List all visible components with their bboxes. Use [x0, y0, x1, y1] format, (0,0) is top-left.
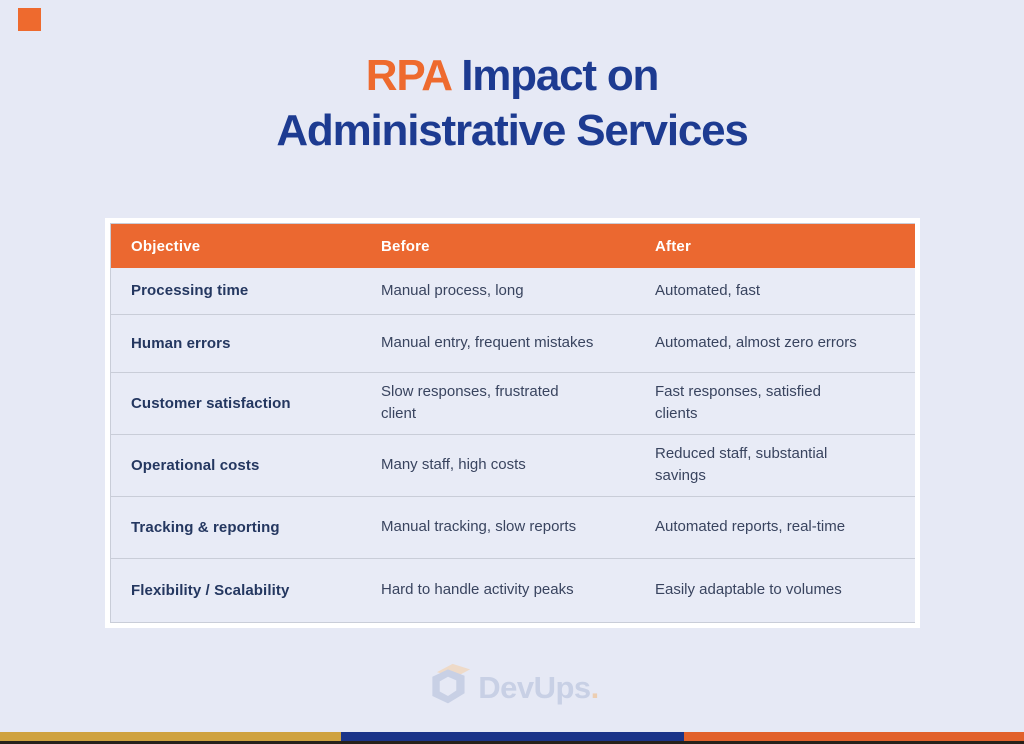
cell-after: Automated reports, real-time — [635, 495, 916, 558]
cell-objective: Flexibility / Scalability — [111, 557, 361, 622]
table-row: Flexibility / Scalability Hard to handle… — [111, 557, 916, 622]
cell-before: Hard to handle activity peaks — [361, 557, 635, 622]
column-header-objective: Objective — [111, 224, 361, 268]
cell-before: Manual tracking, slow reports — [361, 495, 635, 558]
devups-cube-icon — [425, 662, 471, 713]
cell-after: Automated, fast — [655, 281, 761, 299]
table-row: Tracking & reporting Manual tracking, sl… — [111, 495, 916, 558]
cell-objective: Processing time — [131, 282, 249, 300]
cell-after: Reduced staff, substantial savings — [635, 433, 916, 496]
page-title-line2: Administrative Services — [276, 106, 749, 155]
table-row: Processing time Manual process, long Aut… — [111, 268, 916, 314]
stripe-orange — [684, 732, 1024, 741]
devups-logo: DevUps. — [0, 662, 1024, 713]
page-title-line1: RPA Impact on — [0, 48, 1024, 103]
cell-objective: Operational costs — [111, 433, 361, 496]
corner-accent-square — [18, 8, 41, 31]
title-highlight: RPA — [365, 51, 452, 100]
title-line1-rest: Impact on — [450, 51, 659, 100]
devups-logo-text: DevUps. — [478, 670, 599, 706]
column-header-before: Before — [361, 224, 635, 268]
devups-period: . — [590, 669, 600, 705]
stripe-blue — [341, 732, 684, 741]
stripe-shadow — [0, 741, 1024, 744]
stripe-gold — [0, 732, 341, 741]
page-title: RPA Impact on Administrative Services — [0, 48, 1024, 158]
devups-wordmark: DevUps — [478, 669, 591, 705]
cell-objective: Human errors — [111, 313, 361, 372]
cell-after: Easily adaptable to volumes — [635, 557, 916, 622]
impact-table: Objective Before After Processing time M… — [105, 218, 920, 628]
cell-after: Automated, almost zero errors — [635, 313, 916, 372]
cell-before: Manual entry, frequent mistakes — [361, 313, 635, 372]
table-row: Human errors Manual entry, frequent mist… — [111, 313, 916, 372]
table-row: Operational costs Many staff, high costs… — [111, 433, 916, 496]
cell-objective: Customer satisfaction — [111, 371, 361, 434]
cell-before: Many staff, high costs — [361, 433, 635, 496]
cell-objective: Tracking & reporting — [111, 495, 361, 558]
footer-stripes — [0, 732, 1024, 744]
cell-before: Manual process, long — [381, 281, 524, 299]
table-header-row: Objective Before After — [111, 224, 916, 268]
cell-after: Fast responses, satisfied clients — [635, 371, 916, 434]
cell-before: Slow responses, frustrated client — [361, 371, 635, 434]
table-row: Customer satisfaction Slow responses, fr… — [111, 371, 916, 434]
column-header-after: After — [635, 224, 916, 268]
